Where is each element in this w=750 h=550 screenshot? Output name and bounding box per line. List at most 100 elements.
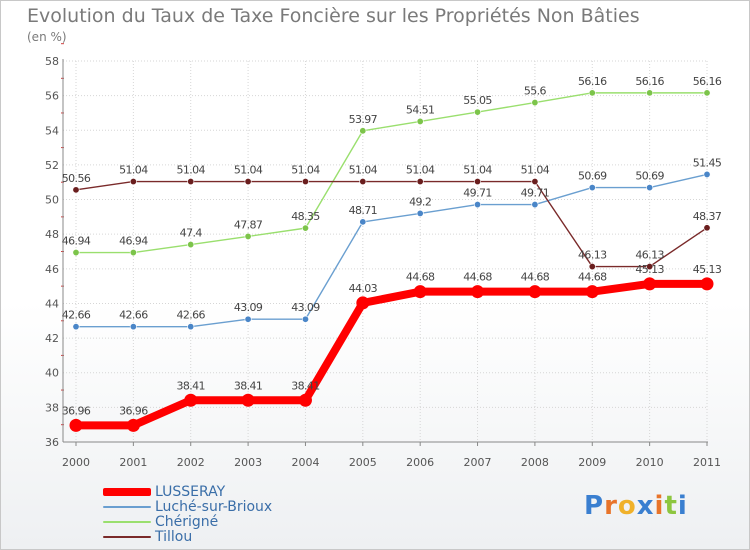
data-label: 44.03 [349, 282, 378, 295]
data-label: 42.66 [176, 309, 205, 322]
data-point [69, 418, 83, 432]
data-label: 43.09 [234, 301, 263, 314]
data-point [646, 184, 654, 192]
data-point [298, 393, 312, 407]
data-label: 51.04 [234, 164, 263, 177]
x-tick-label: 2007 [464, 456, 492, 469]
x-tick-label: 2009 [578, 456, 606, 469]
legend-label: Luché-sur-Brioux [155, 499, 273, 515]
legend-item-lusseray: LUSSERAY [103, 485, 272, 500]
data-label: 50.69 [578, 170, 607, 183]
y-tick-label: 46 [45, 263, 59, 276]
data-label: 38.41 [291, 379, 320, 392]
data-point [356, 296, 370, 310]
data-point [646, 263, 654, 271]
data-point [474, 201, 482, 209]
brand-letter: P [584, 491, 605, 521]
data-point [244, 178, 252, 186]
legend-swatch [103, 521, 151, 523]
data-label: 46.94 [119, 235, 148, 248]
data-label: 51.04 [176, 164, 205, 177]
data-point [643, 277, 657, 291]
data-point [703, 224, 711, 232]
data-label: 44.68 [406, 271, 435, 284]
series-luche-sur-brioux [72, 170, 711, 331]
data-label: 38.41 [234, 379, 263, 392]
data-label: 56.16 [635, 75, 664, 88]
data-label: 49.71 [521, 187, 550, 200]
legend-item-tillou: Tillou [103, 530, 272, 545]
data-point [646, 89, 654, 97]
data-point [359, 218, 367, 226]
legend-label: Chérigné [155, 514, 219, 530]
data-label: 51.04 [406, 164, 435, 177]
data-label: 44.68 [521, 271, 550, 284]
y-tick-label: 38 [45, 401, 59, 414]
data-label: 36.96 [62, 404, 91, 417]
series-line [75, 180, 708, 268]
unit-label: (en %) [27, 30, 67, 44]
data-point [413, 285, 427, 299]
data-label-layer: 42.66 42.66 42.66 43.09 43.09 48.71 49.2 49.71 4… [62, 75, 723, 418]
series-layer [69, 89, 714, 432]
data-label: 46.13 [635, 249, 664, 262]
series-cherigne [72, 89, 711, 257]
series-line [76, 173, 708, 328]
x-tick-label: 2003 [234, 456, 262, 469]
brand-letter: o [617, 491, 637, 521]
data-label: 46.94 [62, 235, 91, 248]
data-point [244, 232, 252, 240]
x-tick-label: 2004 [291, 456, 319, 469]
data-point [241, 393, 255, 407]
data-point [416, 178, 424, 186]
data-label: 56.16 [578, 75, 607, 88]
brand-logo: Proxiti [584, 491, 688, 521]
data-point [528, 285, 542, 299]
data-point [187, 178, 195, 186]
data-label: 53.97 [349, 113, 378, 126]
data-point [531, 178, 539, 186]
brand-letter: r [604, 491, 618, 521]
y-tick-label: 44 [45, 297, 59, 310]
series-lusseray [69, 277, 714, 432]
data-point [700, 277, 714, 291]
y-tick-label: 42 [45, 332, 59, 345]
data-label: 47.87 [234, 218, 263, 231]
data-point [359, 178, 367, 186]
data-point [187, 241, 195, 249]
data-label: 43.09 [291, 301, 320, 314]
data-label: 51.04 [119, 164, 148, 177]
data-label: 38.41 [176, 379, 205, 392]
data-point [474, 178, 482, 186]
data-point [531, 99, 539, 107]
brand-letter: x [636, 491, 655, 521]
data-label: 51.45 [693, 156, 722, 169]
legend-item-cherigne: Chérigné [103, 515, 272, 530]
data-label: 45.13 [693, 263, 722, 276]
grid-layer [63, 60, 708, 443]
data-point [129, 323, 137, 331]
data-point [416, 209, 424, 217]
data-label: 54.51 [406, 103, 435, 116]
x-tick-label: 2008 [521, 456, 549, 469]
data-point [301, 224, 309, 232]
brand-letter: i [677, 491, 688, 521]
data-point [301, 315, 309, 323]
data-label: 51.04 [521, 164, 550, 177]
data-label: 46.13 [578, 249, 607, 262]
data-label: 48.37 [693, 210, 722, 223]
data-point [531, 201, 539, 209]
x-tick-label: 2001 [119, 456, 147, 469]
data-point [126, 418, 140, 432]
data-point [184, 393, 198, 407]
data-label: 42.66 [119, 309, 148, 322]
data-point [72, 186, 80, 194]
y-tick-label: 50 [45, 194, 59, 207]
data-point [474, 108, 482, 116]
axis-layer: 36 38 40 42 44 46 48 50 52 54 56 58 2000 2001 2002 2003… [45, 43, 721, 469]
data-point [244, 315, 252, 323]
x-tick-label: 2000 [62, 456, 90, 469]
x-tick-label: 2011 [693, 456, 721, 469]
